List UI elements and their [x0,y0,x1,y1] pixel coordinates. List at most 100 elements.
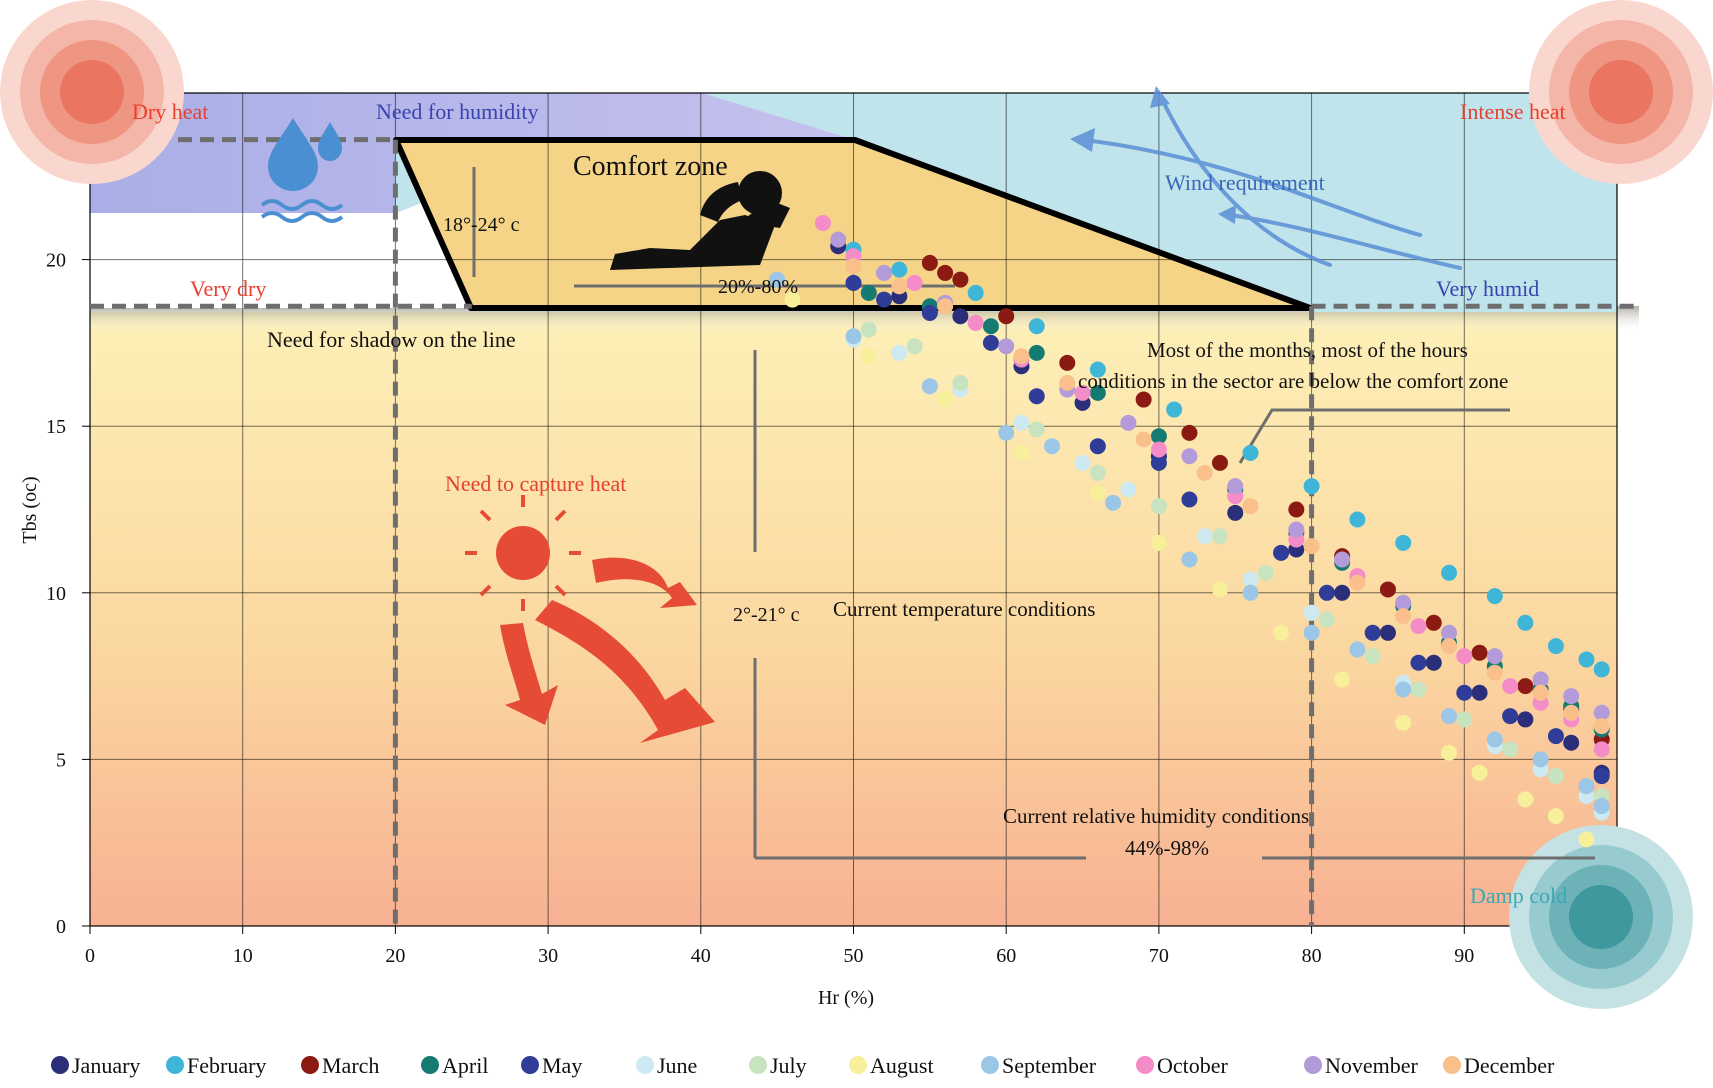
data-point [1349,511,1366,528]
data-point [1379,581,1396,598]
data-point [1410,618,1427,635]
data-point [1242,498,1259,515]
data-point [830,231,847,248]
x-tick-label: 60 [996,945,1016,967]
data-point [860,348,877,365]
x-tick-label: 0 [85,945,95,967]
data-point [1059,354,1076,371]
data-point [1563,734,1580,751]
y-tick-label: 0 [56,916,66,938]
data-point [1456,684,1473,701]
data-point [1089,438,1106,455]
data-point [1486,664,1503,681]
data-point [1303,604,1320,621]
series-may [845,274,1610,785]
data-point [1547,808,1564,825]
data-point [1486,588,1503,605]
data-point [1273,624,1290,641]
data-point [1211,454,1228,471]
heat-glow-top-right [1529,0,1713,184]
comfort-rh-range: 20%-80% [718,276,798,298]
data-point [1410,654,1427,671]
legend-swatch [1136,1056,1154,1074]
data-point [937,391,954,408]
data-point [845,274,862,291]
data-point [1456,711,1473,728]
data-point [1502,708,1519,725]
data-point [1013,444,1030,461]
legend-label: September [1002,1053,1097,1078]
data-point [952,308,969,325]
data-point [1441,564,1458,581]
data-point [1456,648,1473,665]
data-point [906,274,923,291]
legend-swatch [1443,1056,1461,1074]
data-point [1150,498,1167,515]
legend-item-may: May [521,1053,582,1078]
series-february [845,241,1610,678]
data-point [967,284,984,301]
data-point [1441,744,1458,761]
series-january [830,238,1610,781]
legend-item-october: October [1136,1053,1229,1078]
data-point [1425,614,1442,631]
data-point [860,321,877,338]
data-point [952,374,969,391]
label-very-humid: Very humid [1436,276,1539,301]
sun-icon [465,495,581,611]
label-damp-cold: Damp cold [1470,883,1567,908]
wind-arrow-1 [1083,138,1422,237]
x-tick-label: 10 [233,945,253,967]
x-tick-label: 20 [385,945,405,967]
y-tick-label: 10 [46,583,66,605]
legend-swatch [981,1056,999,1074]
data-point [1242,444,1259,461]
data-point [1227,504,1244,521]
legend-label: December [1464,1053,1555,1078]
data-point [1517,711,1534,728]
heat-glow-top-left [0,0,184,184]
data-point [1349,574,1366,591]
legend-label: November [1325,1053,1419,1078]
data-point [1471,764,1488,781]
data-point [1303,478,1320,495]
data-point [876,291,893,308]
legend-label: February [187,1053,266,1078]
data-point [1334,584,1351,601]
label-need-humidity: Need for humidity [376,99,539,124]
legend-label: July [770,1053,807,1078]
legend-label: June [657,1053,697,1078]
data-point [1563,688,1580,705]
data-point [1547,638,1564,655]
series-september [769,271,1610,815]
annotation-temp-conditions: Current temperature conditions [833,597,1095,621]
data-point [1074,454,1091,471]
label-dry-heat: Dry heat [132,99,208,124]
data-point [1532,684,1549,701]
data-point [1364,624,1381,641]
data-point [1578,831,1595,848]
legend-label: May [542,1053,582,1078]
y-tick-label: 20 [46,250,66,272]
data-point [1227,478,1244,495]
data-point [1288,501,1305,518]
data-point [1028,388,1045,405]
data-point [1486,731,1503,748]
data-point [1532,751,1549,768]
legend-swatch [1304,1056,1322,1074]
data-point [1273,544,1290,561]
data-point [891,261,908,278]
annotation-temp-range: 2°-21° c [733,604,800,626]
scatter-points [769,214,1610,848]
data-point [906,338,923,355]
data-point [1318,584,1335,601]
legend-item-september: September [981,1053,1097,1078]
data-point [1303,538,1320,555]
data-point [1349,641,1366,658]
data-point [921,254,938,271]
y-tick-label: 5 [56,749,66,771]
data-point [1486,648,1503,665]
data-point [1120,481,1137,498]
data-point [1150,441,1167,458]
